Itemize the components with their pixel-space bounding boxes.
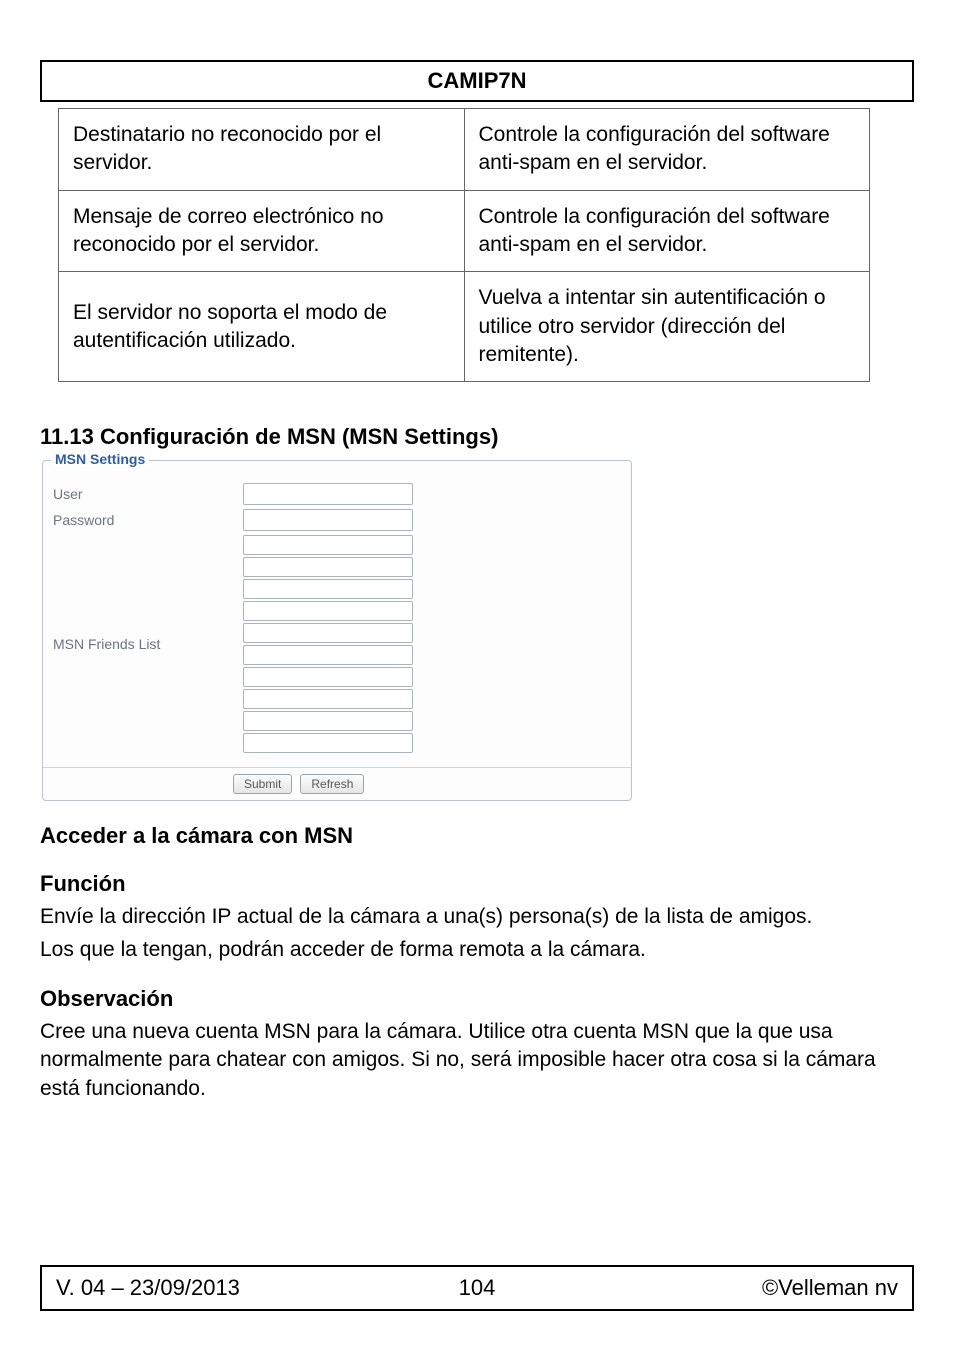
observation-subtitle: Observación bbox=[40, 986, 914, 1012]
solution-cell: Controle la configuración del software a… bbox=[464, 109, 870, 191]
friends-input[interactable] bbox=[243, 579, 413, 599]
function-text-1: Envíe la dirección IP actual de la cámar… bbox=[40, 903, 914, 931]
friends-input[interactable] bbox=[243, 667, 413, 687]
function-text-2: Los que la tengan, podrán acceder de for… bbox=[40, 936, 914, 964]
table-row: El servidor no soporta el modo de autent… bbox=[59, 272, 870, 382]
problem-cell: Mensaje de correo electrónico no reconoc… bbox=[59, 190, 465, 272]
password-label: Password bbox=[53, 512, 243, 528]
user-label: User bbox=[53, 486, 243, 502]
footer-version: V. 04 – 23/09/2013 bbox=[56, 1275, 240, 1301]
problem-cell: El servidor no soporta el modo de autent… bbox=[59, 272, 465, 382]
problem-cell: Destinatario no reconocido por el servid… bbox=[59, 109, 465, 191]
function-subtitle: Función bbox=[40, 871, 914, 897]
friends-list-stack bbox=[243, 535, 413, 753]
friends-input[interactable] bbox=[243, 645, 413, 665]
friends-list-label: MSN Friends List bbox=[53, 636, 243, 652]
user-input[interactable] bbox=[243, 483, 413, 505]
friends-input[interactable] bbox=[243, 711, 413, 731]
friends-input[interactable] bbox=[243, 689, 413, 709]
footer-page: 104 bbox=[459, 1275, 496, 1301]
page-header: CAMIP7N bbox=[40, 60, 914, 102]
solution-cell: Controle la configuración del software a… bbox=[464, 190, 870, 272]
friends-input[interactable] bbox=[243, 601, 413, 621]
page-footer: V. 04 – 23/09/2013 104 ©Velleman nv bbox=[40, 1265, 914, 1311]
table-row: Mensaje de correo electrónico no reconoc… bbox=[59, 190, 870, 272]
footer-copyright: ©Velleman nv bbox=[762, 1275, 898, 1301]
header-title: CAMIP7N bbox=[427, 68, 526, 93]
section-title: 11.13 Configuración de MSN (MSN Settings… bbox=[40, 424, 914, 450]
friends-input[interactable] bbox=[243, 557, 413, 577]
troubleshooting-table: Destinatario no reconocido por el servid… bbox=[58, 108, 870, 382]
access-subtitle: Acceder a la cámara con MSN bbox=[40, 823, 914, 849]
msn-legend: MSN Settings bbox=[51, 451, 149, 467]
friends-input[interactable] bbox=[243, 623, 413, 643]
refresh-button[interactable]: Refresh bbox=[300, 774, 364, 794]
msn-settings-panel: MSN Settings User Password MSN Friends L… bbox=[42, 460, 632, 801]
submit-button[interactable]: Submit bbox=[233, 774, 292, 794]
table-row: Destinatario no reconocido por el servid… bbox=[59, 109, 870, 191]
friends-input[interactable] bbox=[243, 535, 413, 555]
friends-input[interactable] bbox=[243, 733, 413, 753]
password-input[interactable] bbox=[243, 509, 413, 531]
observation-text: Cree una nueva cuenta MSN para la cámara… bbox=[40, 1018, 914, 1103]
solution-cell: Vuelva a intentar sin autentificación o … bbox=[464, 272, 870, 382]
